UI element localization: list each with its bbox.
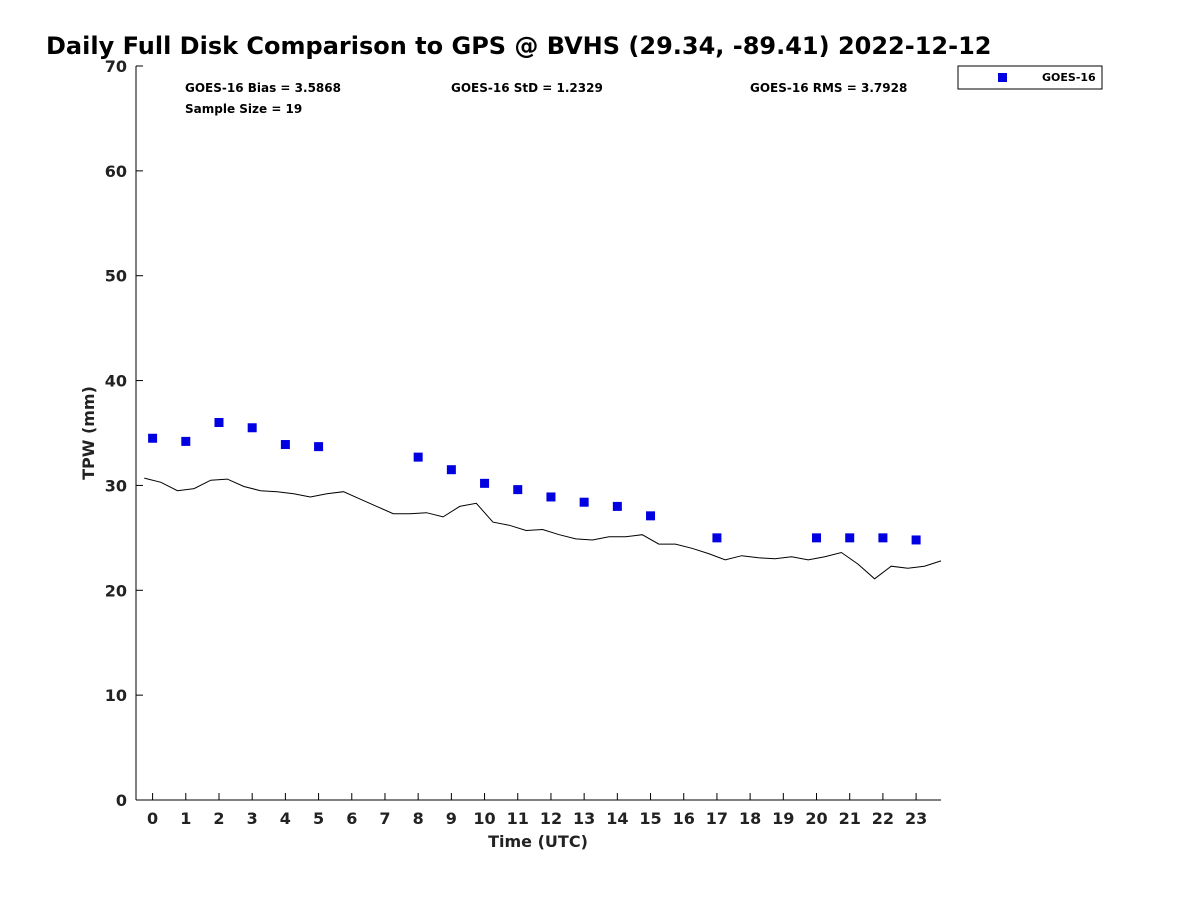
x-tick-label: 22 — [872, 809, 894, 828]
y-tick-label: 0 — [116, 791, 127, 810]
x-tick-label: 15 — [639, 809, 661, 828]
x-tick-label: 20 — [805, 809, 827, 828]
x-tick-label: 7 — [379, 809, 390, 828]
goes16-point — [148, 433, 158, 443]
legend-box — [957, 65, 1103, 90]
plot-area — [144, 418, 942, 580]
goes16-point — [247, 423, 257, 433]
goes16-point — [280, 440, 290, 450]
legend-marker-goes16 — [998, 73, 1007, 82]
y-tick-label: 60 — [105, 162, 127, 181]
goes16-point — [579, 497, 589, 507]
x-tick-label: 0 — [147, 809, 158, 828]
y-tick-label: 40 — [105, 372, 127, 391]
goes16-point — [480, 478, 490, 488]
legend-label-goes16: GOES-16 — [1042, 71, 1096, 84]
stat-rms: GOES-16 RMS = 3.7928 — [750, 81, 907, 95]
goes16-point — [612, 501, 622, 511]
y-tick-label: 50 — [105, 267, 127, 286]
y-tick-label: 20 — [105, 581, 127, 600]
goes16-point — [546, 492, 556, 502]
y-axis-ticks: 0 10 20 30 40 50 60 70 — [105, 57, 143, 810]
goes16-point — [446, 465, 456, 475]
y-tick-label: 10 — [105, 686, 127, 705]
x-tick-label: 16 — [673, 809, 695, 828]
goes16-point — [314, 442, 324, 452]
goes16-point — [812, 533, 822, 543]
x-tick-label: 2 — [213, 809, 224, 828]
x-tick-label: 13 — [573, 809, 595, 828]
x-tick-label: 11 — [507, 809, 529, 828]
goes16-point — [646, 511, 656, 521]
goes16-point — [712, 533, 722, 543]
x-axis-label: Time (UTC) — [488, 832, 588, 851]
x-tick-label: 14 — [606, 809, 628, 828]
x-tick-label: 8 — [413, 809, 424, 828]
x-tick-label: 12 — [540, 809, 562, 828]
x-tick-label: 5 — [313, 809, 324, 828]
x-tick-label: 1 — [180, 809, 191, 828]
x-tick-label: 4 — [280, 809, 291, 828]
x-tick-label: 3 — [247, 809, 258, 828]
y-tick-label: 30 — [105, 476, 127, 495]
x-tick-label: 6 — [346, 809, 357, 828]
x-axis-ticks: 0 1 2 3 4 5 6 7 8 9 10 11 12 13 14 15 16 17 18 19 20 21 22 23 — [147, 793, 927, 828]
goes16-point — [911, 535, 921, 545]
x-tick-label: 9 — [446, 809, 457, 828]
chart-title: Daily Full Disk Comparison to GPS @ BVHS… — [46, 32, 991, 60]
x-tick-label: 17 — [706, 809, 728, 828]
goes16-point — [513, 485, 523, 495]
goes16-point — [845, 533, 855, 543]
y-tick-label: 70 — [105, 57, 127, 76]
stat-std: GOES-16 StD = 1.2329 — [451, 81, 603, 95]
stat-sample-size: Sample Size = 19 — [185, 102, 302, 116]
goes16-point — [878, 533, 888, 543]
legend: GOES-16 — [957, 65, 1103, 90]
x-tick-label: 23 — [905, 809, 927, 828]
axes — [135, 66, 941, 801]
x-tick-label: 21 — [839, 809, 861, 828]
stat-bias: GOES-16 Bias = 3.5868 — [185, 81, 341, 95]
y-axis-label: TPW (mm) — [79, 386, 98, 480]
gps-line — [144, 477, 942, 580]
goes16-point — [181, 436, 191, 446]
x-tick-label: 10 — [473, 809, 495, 828]
x-tick-label: 18 — [739, 809, 761, 828]
x-tick-label: 19 — [772, 809, 794, 828]
goes16-point — [413, 452, 423, 462]
goes16-point — [214, 418, 224, 428]
